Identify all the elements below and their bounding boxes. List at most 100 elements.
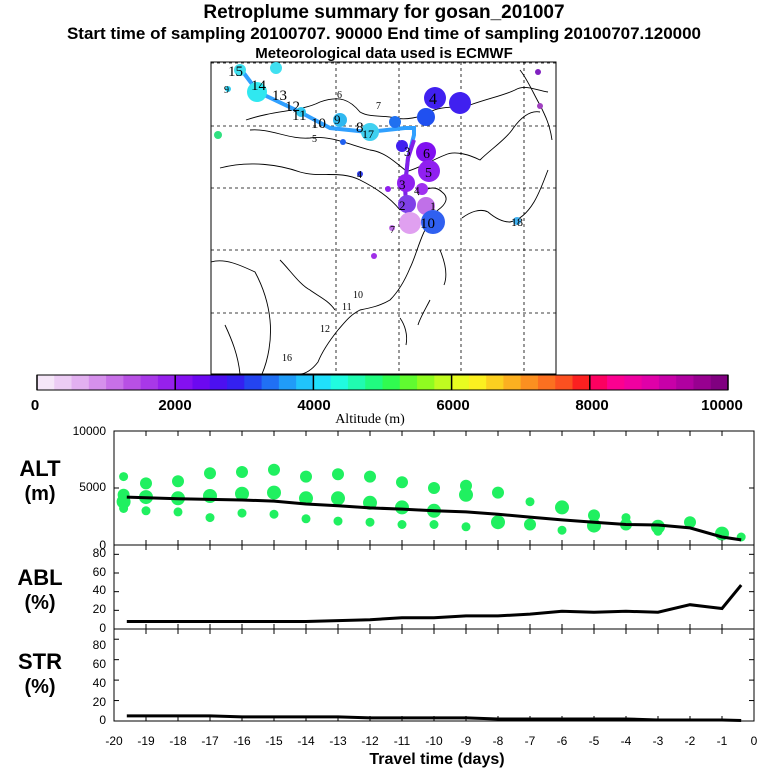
abl-y-tick-label: 60 xyxy=(93,565,107,579)
marker-label: 12 xyxy=(320,324,330,335)
alt-scatter-point xyxy=(525,497,535,507)
alt-scatter-point xyxy=(119,504,129,513)
colorbar-swatch xyxy=(399,375,418,390)
colorbar-swatch xyxy=(365,375,383,390)
str-y-tick-label: 80 xyxy=(93,638,107,652)
str-y-tick-label: 0 xyxy=(99,713,106,727)
alt-scatter-point xyxy=(588,509,600,522)
str-y-tick-label: 40 xyxy=(93,676,107,690)
map-marker xyxy=(396,140,408,152)
alt-scatter-point xyxy=(428,482,440,494)
map-frame xyxy=(210,61,557,375)
colorbar-swatch xyxy=(693,375,712,390)
alt-panel-unit: (m) xyxy=(24,483,55,505)
colorbar-swatch xyxy=(607,375,625,390)
alt-scatter-point xyxy=(364,470,376,483)
marker-label: 11 xyxy=(292,108,306,124)
x-tick-label: -12 xyxy=(361,734,379,748)
x-tick-label: -2 xyxy=(685,734,696,748)
x-tick-label: -7 xyxy=(525,734,536,748)
colorbar-swatch xyxy=(37,375,55,390)
x-tick-label: -1 xyxy=(717,734,728,748)
colorbar-swatch xyxy=(451,375,470,390)
colorbar-tick-label: 0 xyxy=(31,397,39,414)
colorbar-swatch xyxy=(209,375,228,390)
alt-scatter-point xyxy=(395,500,409,515)
alt-scatter-point xyxy=(332,468,344,481)
x-tick-label: -20 xyxy=(105,734,123,748)
alt-scatter-point xyxy=(140,477,152,490)
map-marker xyxy=(399,212,421,234)
colorbar-swatch xyxy=(54,375,73,390)
x-tick-label: -10 xyxy=(425,734,443,748)
alt-scatter-point xyxy=(235,486,249,501)
marker-label: 11 xyxy=(342,302,352,313)
abl-panel-title: ABL xyxy=(17,565,62,590)
x-tick-label: -4 xyxy=(621,734,632,748)
colorbar-swatch xyxy=(175,375,193,390)
alt-scatter-point xyxy=(653,526,663,536)
map-marker xyxy=(416,142,436,162)
colorbar-swatch xyxy=(192,375,211,390)
colorbar-swatch xyxy=(71,375,90,390)
map-marker xyxy=(214,131,222,139)
map-marker xyxy=(398,195,416,213)
alt-y-tick-label: 0 xyxy=(99,538,106,552)
alt-y-tick-label: 10000 xyxy=(73,424,107,438)
marker-label: 4 xyxy=(414,185,420,197)
trajectory-map: 15 14 13 12 11 10 9 8 7 6 5 4 3 6 5 4 3 … xyxy=(210,61,557,375)
alt-scatter-point xyxy=(333,516,343,526)
alt-scatter-point xyxy=(269,509,279,519)
sampling-time-line: Start time of sampling 20100707. 90000 E… xyxy=(66,24,702,43)
colorbar-swatch xyxy=(313,375,332,390)
x-tick-label: -18 xyxy=(169,734,187,748)
x-tick-label: -19 xyxy=(137,734,155,748)
colorbar-tick-label: 6000 xyxy=(436,397,469,414)
map-marker xyxy=(535,69,541,75)
colorbar-swatch xyxy=(417,375,435,390)
colorbar-swatch xyxy=(537,375,556,390)
colorbar-axis-label: Altitude (m) xyxy=(335,412,405,427)
marker-label: 4 xyxy=(357,170,362,181)
map-marker xyxy=(421,210,445,234)
alt-scatter-point xyxy=(365,517,375,527)
str-panel: STR (%) 80 60 40 20 0 xyxy=(18,628,755,727)
x-tick-label: -11 xyxy=(394,734,411,748)
marker-label: 5 xyxy=(312,134,317,145)
alt-scatter-point xyxy=(204,467,216,480)
alt-panel-title: ALT xyxy=(19,456,61,481)
marker-labels: 15 14 13 12 11 10 9 8 7 6 5 4 3 6 5 4 3 … xyxy=(224,64,523,364)
marker-label: 9 xyxy=(224,85,229,96)
x-tick-label: -5 xyxy=(589,734,600,748)
alt-scatter-point xyxy=(119,472,129,482)
map-marker xyxy=(371,253,377,259)
map-marker xyxy=(270,62,282,74)
marker-label: 7 xyxy=(390,225,395,236)
abl-marks xyxy=(114,553,754,630)
alt-panel: ALT (m) 10000 5000 0 xyxy=(19,424,755,552)
colorbar-swatch xyxy=(676,375,694,390)
colorbar-swatch xyxy=(123,375,142,390)
map-marker xyxy=(397,174,415,192)
abl-series-line xyxy=(126,584,743,623)
x-axis: -20 -19 -18 -17 -16 -15 -14 -13 -12 -11 -10 -9 -8 -7-… xyxy=(105,431,758,748)
colorbar-swatch xyxy=(641,375,660,390)
trajectory-markers xyxy=(214,62,543,259)
alt-scatter-point xyxy=(557,525,567,535)
abl-panel: ABL (%) 80 60 40 20 0 xyxy=(17,544,755,635)
map-marker xyxy=(417,108,435,126)
str-y-tick-label: 60 xyxy=(93,657,107,671)
map-marker xyxy=(333,113,347,127)
str-y-tick-label: 20 xyxy=(93,695,107,709)
str-frame xyxy=(113,628,755,722)
marker-label: 3 xyxy=(399,177,406,192)
marker-label: 10 xyxy=(311,116,326,132)
alt-series-line xyxy=(126,495,742,542)
colorbar-swatch xyxy=(157,375,176,390)
alt-scatter-point xyxy=(396,476,408,489)
str-marks xyxy=(114,638,754,722)
colorbar-swatch xyxy=(624,375,643,390)
marker-label: 16 xyxy=(282,353,292,364)
alt-scatter-point xyxy=(331,491,345,506)
